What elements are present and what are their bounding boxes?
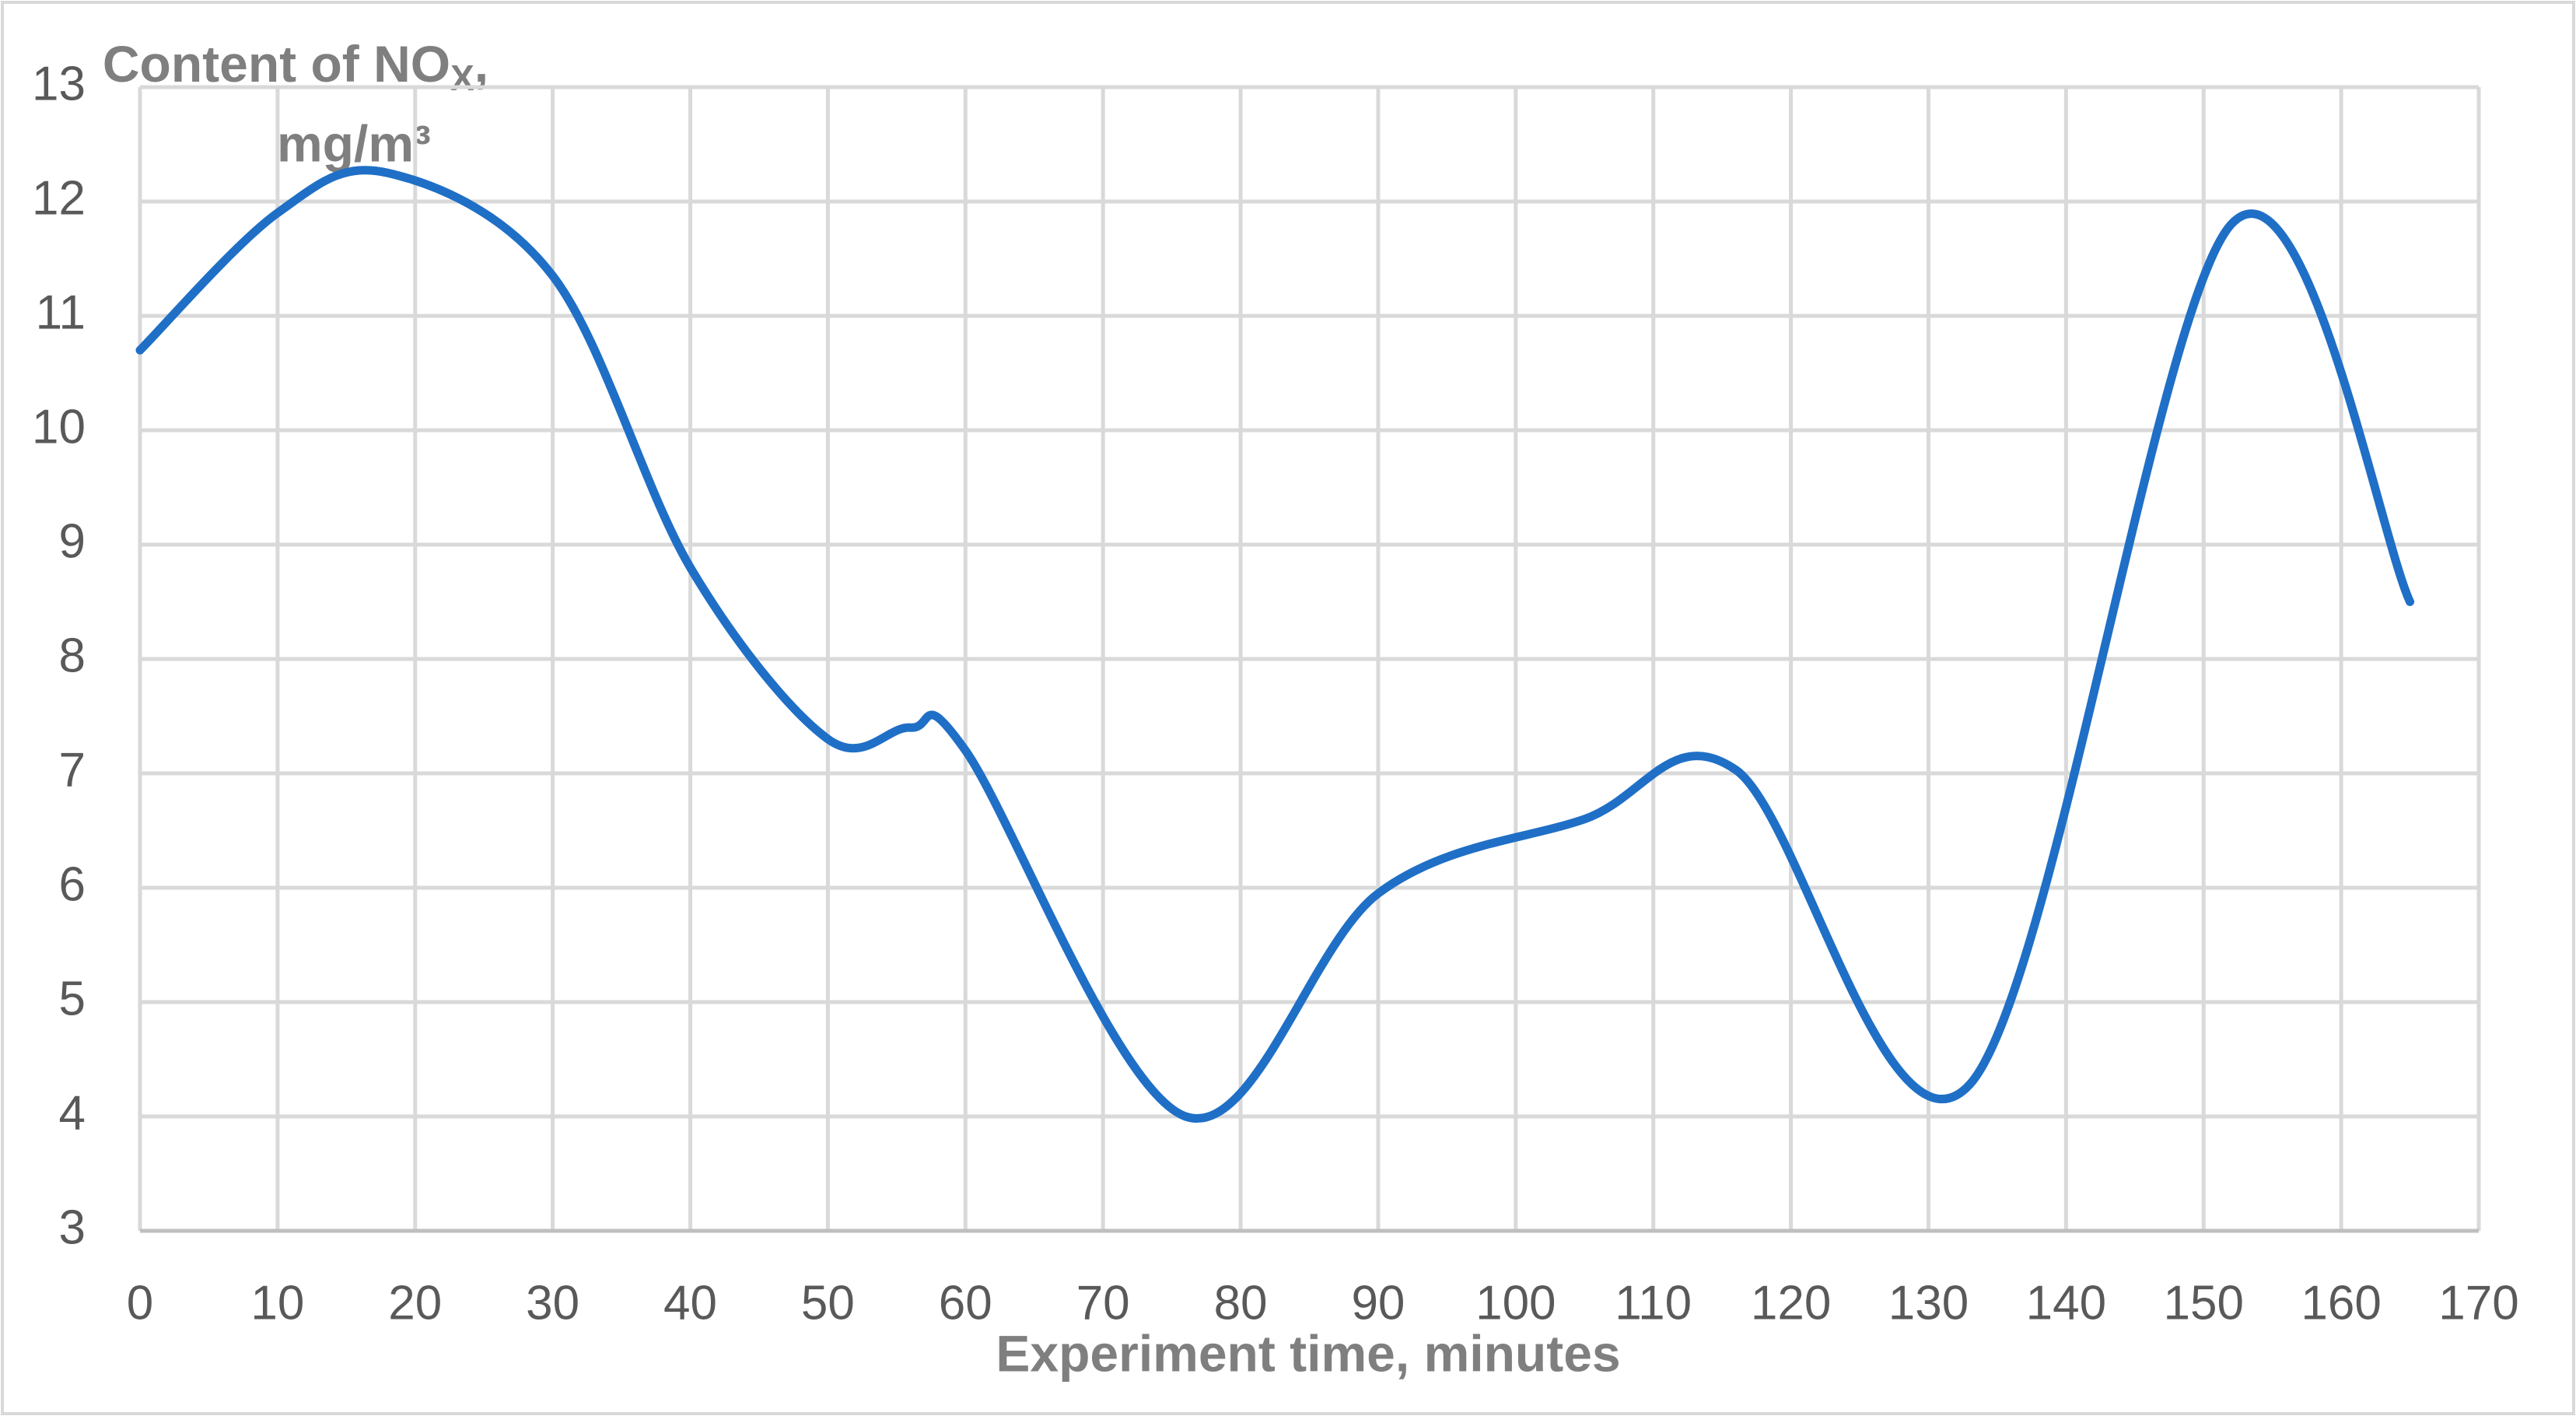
x-tick-label: 120: [1751, 1276, 1831, 1330]
x-tick-label: 90: [1351, 1276, 1405, 1330]
x-tick-label: 50: [801, 1276, 855, 1330]
y-tick-label: 8: [59, 629, 86, 682]
x-tick-label: 20: [388, 1276, 442, 1330]
y-axis-title: Content of NOX,: [103, 35, 488, 98]
y-tick-label: 7: [59, 743, 86, 797]
x-tick-label: 40: [663, 1276, 717, 1330]
x-tick-label: 70: [1076, 1276, 1130, 1330]
y-tick-label: 6: [59, 857, 86, 911]
y-title-sub: X: [450, 58, 474, 98]
x-tick-label: 140: [2026, 1276, 2106, 1330]
x-tick-label: 160: [2301, 1276, 2381, 1330]
y-tick-label: 5: [59, 972, 86, 1025]
x-tick-label: 150: [2164, 1276, 2244, 1330]
y-tick-label: 11: [36, 286, 86, 339]
y-axis-title-unit: mg/m³: [277, 114, 431, 172]
x-tick-label: 30: [526, 1276, 579, 1330]
y-tick-label: 10: [32, 400, 86, 454]
y-title-part: Content of NO: [103, 35, 450, 93]
x-tick-label: 100: [1475, 1276, 1556, 1330]
x-tick-label: 80: [1214, 1276, 1268, 1330]
x-tick-label: 110: [1615, 1276, 1692, 1330]
y-tick-label: 3: [59, 1200, 86, 1254]
x-axis-title: Experiment time, minutes: [996, 1324, 1620, 1382]
y-tick-label: 9: [59, 514, 86, 568]
y-tick-label: 13: [32, 57, 86, 110]
y-tick-label: 12: [32, 171, 86, 225]
x-tick-label: 60: [939, 1276, 992, 1330]
x-tick-label: 10: [250, 1276, 304, 1330]
x-tick-label: 0: [127, 1276, 153, 1330]
x-tick-label: 130: [1888, 1276, 1969, 1330]
x-tick-label: 170: [2438, 1276, 2518, 1330]
y-tick-label: 4: [59, 1086, 86, 1140]
data-line: [135, 166, 2415, 1123]
y-title-part: ,: [474, 35, 488, 93]
